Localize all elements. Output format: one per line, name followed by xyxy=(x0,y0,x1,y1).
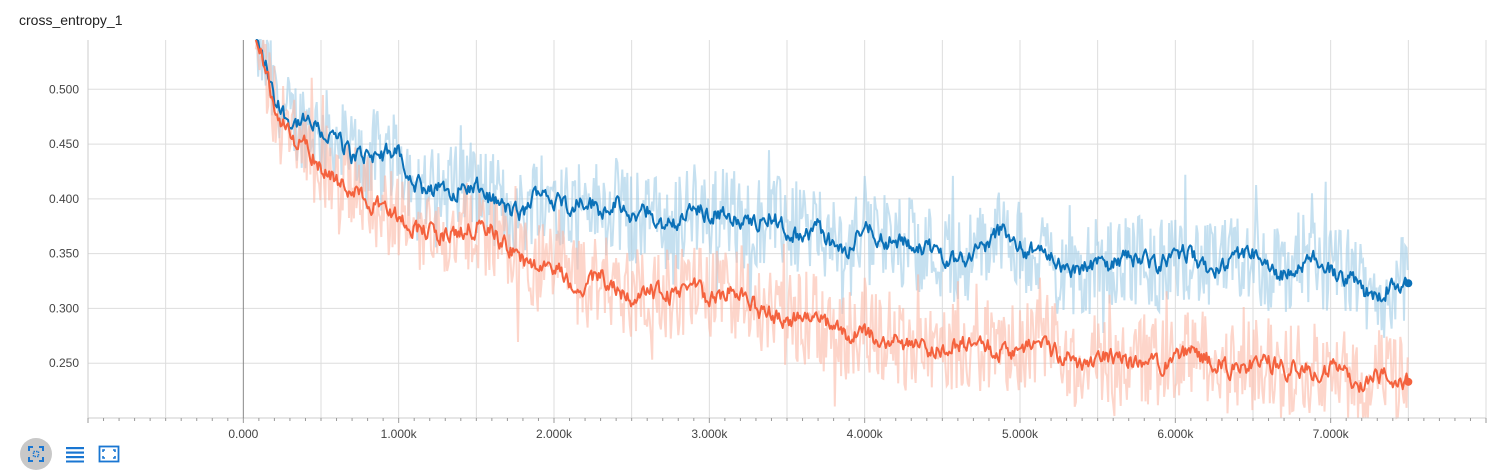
y-tick-label: 0.450 xyxy=(49,137,79,151)
x-tick-label: 2.000k xyxy=(536,427,573,441)
chart-title: cross_entropy_1 xyxy=(19,12,123,28)
y-tick-label: 0.300 xyxy=(49,301,79,315)
x-tick-label: 5.000k xyxy=(1002,427,1039,441)
y-tick-label: 0.350 xyxy=(49,247,79,261)
series-line-2 xyxy=(254,39,1409,393)
x-tick-label: 7.000k xyxy=(1313,427,1350,441)
smoothed-series-layer xyxy=(254,39,1413,393)
chart-toolbar xyxy=(20,438,120,470)
y-tick-label: 0.500 xyxy=(49,82,79,96)
y-tick-label: 0.400 xyxy=(49,192,79,206)
series-endpoint-2 xyxy=(1404,377,1413,386)
x-tick-label: 1.000k xyxy=(381,427,418,441)
fit-to-data-button[interactable] xyxy=(20,438,52,470)
expand-chart-button[interactable] xyxy=(98,443,120,465)
axes: 0.000 1.000k 2.000k 3.000k 4.000k 5.000k 6.000… xyxy=(49,40,1487,441)
fullscreen-icon xyxy=(98,445,120,463)
fit-to-data-icon xyxy=(28,446,44,462)
toggle-log-scale-button[interactable] xyxy=(64,443,86,465)
y-tick-label: 0.250 xyxy=(49,356,79,370)
x-tick-label: 4.000k xyxy=(847,427,884,441)
series-line-1 xyxy=(255,39,1409,303)
x-tick-label: 0.000 xyxy=(228,427,258,441)
series-endpoint-1 xyxy=(1404,279,1413,288)
list-icon xyxy=(66,447,84,463)
x-tick-label: 3.000k xyxy=(691,427,728,441)
raw-series-line-2 xyxy=(254,39,1409,420)
x-tick-label: 6.000k xyxy=(1157,427,1194,441)
